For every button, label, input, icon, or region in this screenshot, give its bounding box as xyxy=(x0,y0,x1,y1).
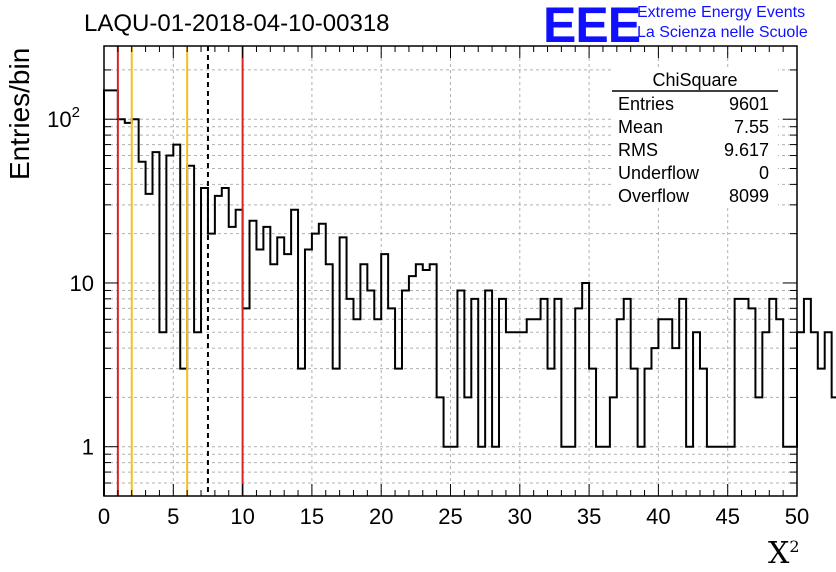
x-axis-label-sup: 2 xyxy=(789,537,800,556)
stats-row-label: Underflow xyxy=(618,163,700,183)
eee-logo: EEE xyxy=(543,0,641,53)
stats-row-value: 9.617 xyxy=(724,140,769,160)
stats-row-value: 7.55 xyxy=(734,117,769,137)
stats-row-label: Entries xyxy=(618,94,674,114)
x-tick-label: 10 xyxy=(230,504,254,529)
y-tick-label: 102 xyxy=(47,104,80,132)
chart-title: LAQU-01-2018-04-10-00318 xyxy=(84,10,390,37)
y-tick-label: 10 xyxy=(70,271,94,296)
x-axis-label-base: X xyxy=(768,536,790,571)
x-tick-label: 40 xyxy=(646,504,670,529)
histogram-series xyxy=(103,89,836,496)
stats-row-label: Mean xyxy=(618,117,663,137)
stats-title: ChiSquare xyxy=(652,70,737,90)
stats-row-value: 0 xyxy=(759,163,769,183)
logo-text-line2: La Scienza nelle Scuole xyxy=(637,24,808,41)
stats-row-label: RMS xyxy=(618,140,658,160)
x-tick-label: 35 xyxy=(577,504,601,529)
x-tick-label: 20 xyxy=(369,504,393,529)
x-tick-label: 45 xyxy=(715,504,739,529)
x-tick-label: 5 xyxy=(167,504,179,529)
logo-text-line1: Extreme Energy Events xyxy=(637,4,806,21)
y-tick-label-base: 10 xyxy=(70,271,94,296)
stats-row-label: Overflow xyxy=(618,186,690,206)
x-tick-label: 0 xyxy=(98,504,110,529)
x-axis-label: X2 xyxy=(768,536,800,571)
y-tick-label-sup: 2 xyxy=(72,104,80,121)
stats-row-value: 8099 xyxy=(729,186,769,206)
stats-row-value: 9601 xyxy=(729,94,769,114)
x-tick-label: 50 xyxy=(785,504,809,529)
y-tick-label: 1 xyxy=(82,435,94,460)
x-tick-label: 15 xyxy=(300,504,324,529)
y-tick-label-base: 1 xyxy=(82,435,94,460)
x-tick-label: 30 xyxy=(508,504,532,529)
y-tick-label-base: 10 xyxy=(47,107,71,132)
x-tick-label: 25 xyxy=(438,504,462,529)
